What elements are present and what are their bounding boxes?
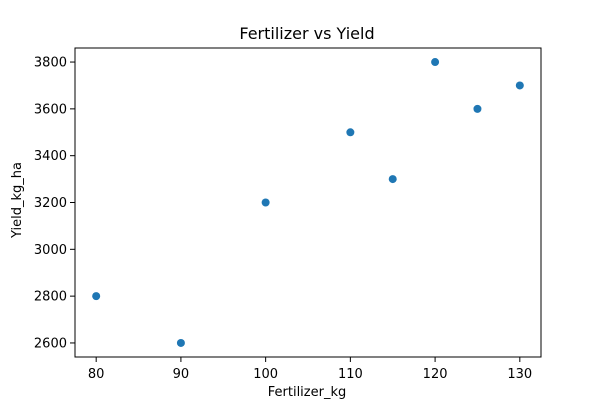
y-tick-label: 3200 <box>34 196 67 211</box>
y-axis-label: Yield_kg_ha <box>10 162 25 239</box>
x-axis: 80 90 100 110 120 130 <box>88 357 532 382</box>
y-tick-label: 2800 <box>34 290 67 305</box>
x-tick-label: 120 <box>423 367 448 382</box>
chart-title: Fertilizer vs Yield <box>239 24 374 43</box>
data-point <box>92 292 101 301</box>
plot-frame <box>74 47 542 358</box>
y-axis: 2600 2800 3000 3200 3400 3600 3800 <box>34 56 75 351</box>
data-points <box>92 58 524 347</box>
x-tick-label: 110 <box>338 367 363 382</box>
y-tick-label: 3400 <box>34 149 67 164</box>
data-point <box>431 58 440 67</box>
x-axis-label: Fertilizer_kg <box>268 385 347 400</box>
data-point <box>346 128 355 137</box>
data-point <box>176 338 185 347</box>
data-point <box>261 198 270 207</box>
data-point <box>388 175 397 184</box>
x-tick-label: 80 <box>88 367 105 382</box>
x-tick-label: 100 <box>253 367 278 382</box>
y-tick-label: 3800 <box>34 56 67 71</box>
data-point <box>515 81 524 90</box>
x-tick-label: 90 <box>173 367 190 382</box>
y-tick-label: 3600 <box>34 102 67 117</box>
x-tick-label: 130 <box>507 367 532 382</box>
y-tick-label: 2600 <box>34 336 67 351</box>
data-point <box>473 104 482 113</box>
y-tick-label: 3000 <box>34 243 67 258</box>
